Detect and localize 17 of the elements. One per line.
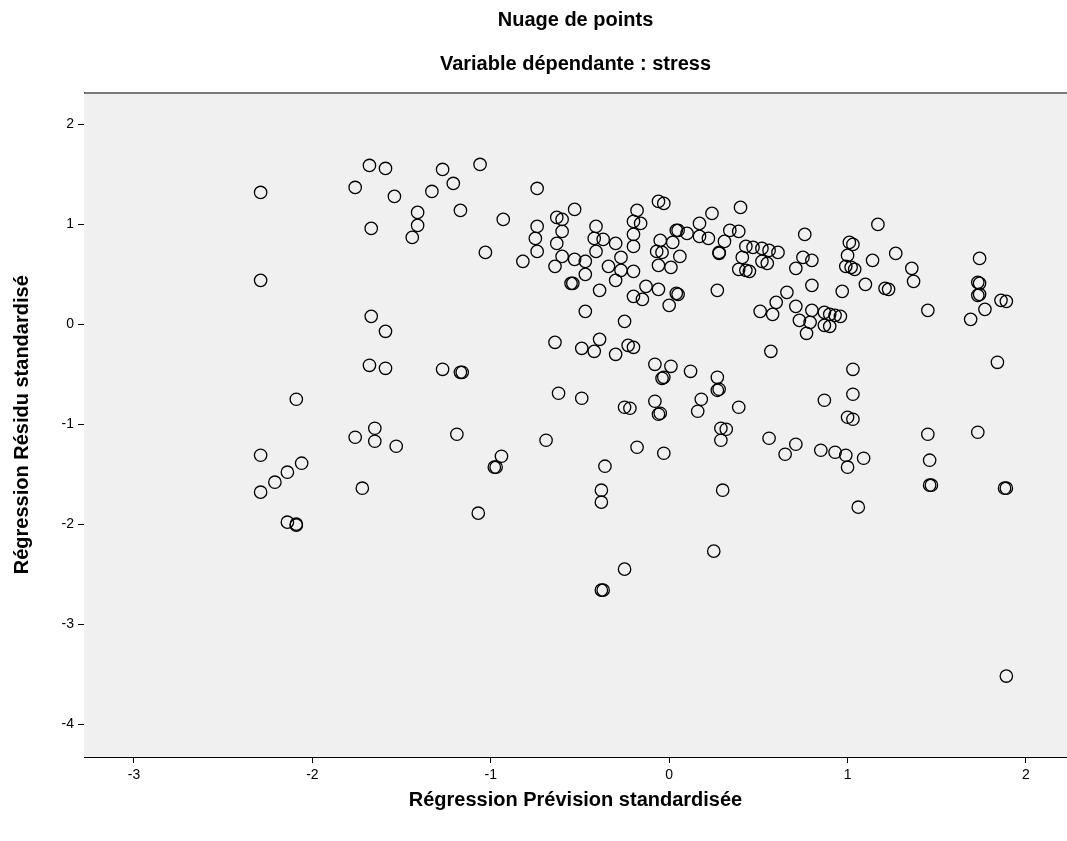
y-tick-label: 1 <box>66 215 75 232</box>
x-tick-label: -1 <box>484 766 498 783</box>
y-tick-label: 2 <box>66 115 75 132</box>
chart-title: Nuage de points <box>497 7 654 30</box>
y-tick-label: -1 <box>61 415 75 432</box>
y-tick-label: -4 <box>61 714 75 731</box>
x-tick-label: 2 <box>1022 766 1031 783</box>
x-tick-label: 1 <box>843 766 852 783</box>
x-axis-title: Régression Prévision standardisée <box>408 787 743 810</box>
x-tick-label: -2 <box>306 766 319 783</box>
chart-subtitle: Variable dépendante : stress <box>439 51 712 74</box>
y-tick-label: -2 <box>61 515 75 532</box>
y-tick-label: -3 <box>61 614 75 631</box>
y-tick-label: 0 <box>66 315 75 332</box>
y-axis-title: Régression Résidu standardisé <box>9 275 32 575</box>
x-tick-label: -3 <box>127 766 141 783</box>
x-tick-label: 0 <box>665 766 674 783</box>
